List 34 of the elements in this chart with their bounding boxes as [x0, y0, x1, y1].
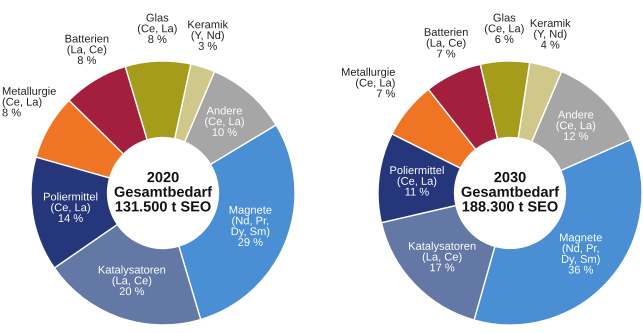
slice-label: Keramik (Y, Nd): [188, 20, 228, 42]
data-label: 20 %: [120, 287, 144, 296]
slice-label: Metallurgie (Ce, La): [342, 68, 395, 89]
slice-label: Poliermittel (Ce, La): [44, 192, 98, 214]
slice-label: Magnete (Nd, Pr, Dy, Sm): [230, 206, 272, 238]
text: 2020 Gesamtbedarf 131.500 t SEO: [114, 172, 212, 212]
slice-label: Glas (Ce, La): [138, 13, 177, 35]
data-label: 14 %: [58, 214, 83, 222]
data-label: 7 %: [437, 50, 456, 58]
data-label: 8 %: [78, 56, 96, 64]
data-label: 7 %: [376, 90, 396, 98]
data-label: 3 %: [198, 42, 217, 50]
text: 2030 Gesamtbedarf 188.300 t SEO: [462, 172, 560, 212]
data-label: 10 %: [212, 128, 237, 136]
slice-label: Batterien (La, Ce): [66, 34, 108, 56]
data-label: 8 %: [148, 35, 167, 44]
slice-label: Andere (Ce, La): [556, 110, 596, 132]
slice-label: Katalysatoren (La, Ce): [409, 242, 476, 263]
slice-label: Batterien (La, Ce): [424, 28, 468, 49]
slice-label: Keramik (Y, Nd): [530, 18, 571, 40]
data-label: 6 %: [495, 35, 514, 44]
data-label: 17 %: [430, 264, 454, 272]
data-label: 8 %: [2, 108, 21, 116]
data-label: 36 %: [568, 266, 593, 274]
data-label: 4 %: [540, 40, 560, 49]
slice-label: Magnete (Nd, Pr, Dy, Sm): [560, 234, 602, 266]
data-label: 12 %: [564, 132, 588, 140]
slice-label: Metallurgie (Ce, La): [2, 86, 56, 108]
data-label: 11 %: [406, 188, 429, 196]
slice-label: Katalysatoren (La, Ce): [98, 265, 166, 287]
slice-label: Glas (Ce, La): [484, 13, 524, 35]
slice-label: Andere (Ce, La): [205, 106, 244, 128]
data-label: 29 %: [238, 238, 263, 246]
slice-label: Poliermittel (Ce, La): [390, 166, 444, 188]
